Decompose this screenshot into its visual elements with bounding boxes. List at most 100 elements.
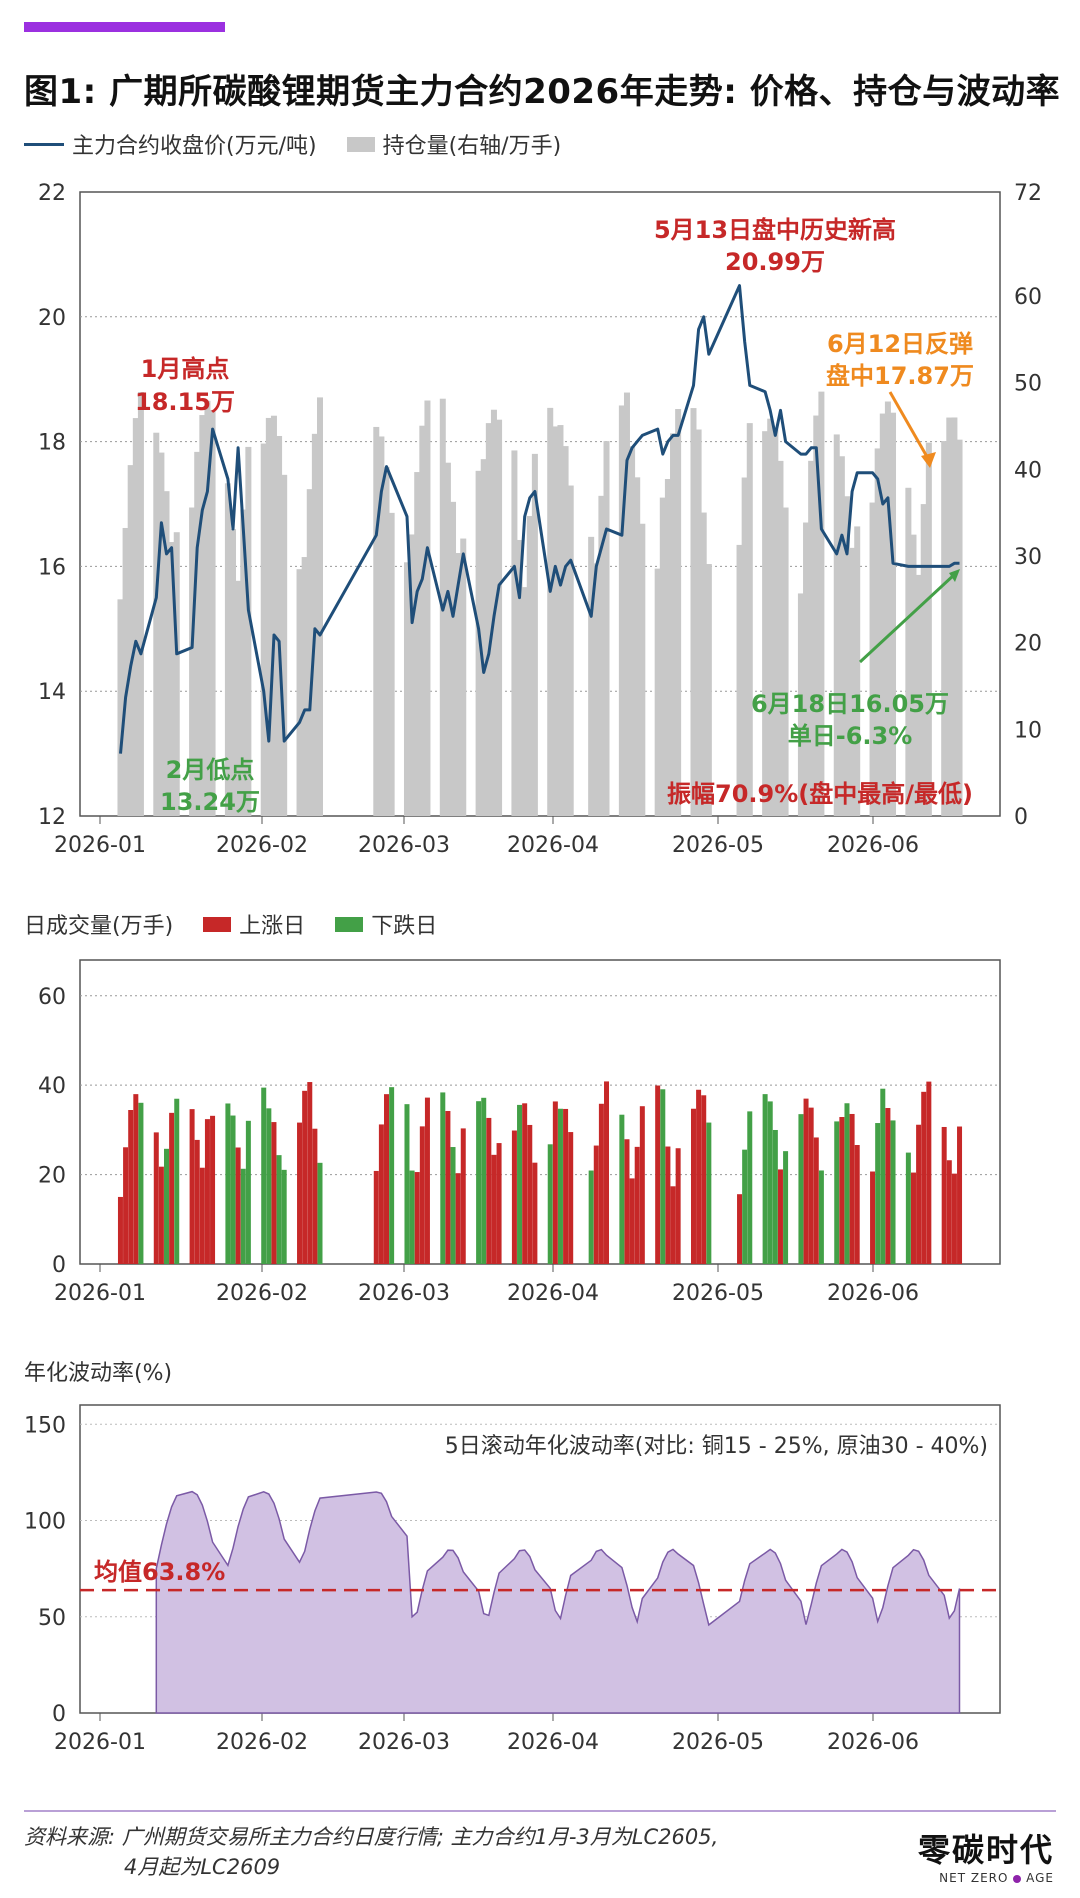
oi-bar bbox=[444, 462, 451, 816]
oi-bar bbox=[664, 479, 671, 816]
volume-legend: 日成交量(万手) 上涨日 下跌日 bbox=[24, 908, 467, 940]
volume-bar bbox=[783, 1151, 789, 1264]
brand-name: 零碳时代 bbox=[917, 1831, 1054, 1869]
oi-bar bbox=[623, 392, 630, 816]
volume-bar bbox=[302, 1090, 308, 1264]
oi-bar bbox=[496, 419, 503, 816]
y-tick-label: 14 bbox=[38, 680, 66, 705]
y-tick-label: 20 bbox=[38, 306, 66, 331]
oi-bar bbox=[455, 553, 462, 816]
oi-bar bbox=[833, 434, 840, 816]
footer-line-2: 4月起为LC2609 bbox=[124, 1855, 281, 1879]
oi-bar bbox=[905, 487, 912, 816]
volume-bar bbox=[517, 1104, 523, 1264]
oi-bar bbox=[746, 423, 753, 816]
x-tick-label: 2026-06 bbox=[827, 1281, 919, 1306]
price-legend: 主力合约收盘价(万元/吨) 持仓量(右轴/万手) bbox=[24, 128, 591, 160]
x-tick-label: 2026-06 bbox=[827, 1730, 919, 1755]
annotation-label: 1月高点 bbox=[141, 355, 230, 383]
oi-bar bbox=[460, 538, 467, 816]
volume-bar bbox=[552, 1101, 558, 1264]
x-tick-label: 2026-02 bbox=[216, 1730, 308, 1755]
oi-bar bbox=[803, 522, 810, 816]
volume-bar bbox=[706, 1122, 712, 1264]
volume-bar bbox=[854, 1145, 860, 1264]
volume-bar bbox=[189, 1109, 195, 1264]
y-tick-label: 22 bbox=[38, 181, 66, 206]
y-tick-label: 16 bbox=[38, 555, 66, 580]
y-tick-label: 60 bbox=[38, 985, 66, 1010]
volume-chart: 0 20 40 60 2026-01 2026-02 2026-03 2026-04 2026-… bbox=[38, 959, 1001, 1306]
oi-bar bbox=[311, 433, 318, 816]
volume-bar bbox=[926, 1081, 932, 1264]
oi-bar bbox=[741, 477, 748, 816]
volume-bar bbox=[604, 1081, 610, 1264]
volume-bar bbox=[373, 1170, 379, 1264]
oi-bar bbox=[838, 456, 845, 816]
legend-up-swatch bbox=[203, 916, 232, 932]
y-tick-label: 20 bbox=[38, 1164, 66, 1189]
oi-bar bbox=[450, 501, 457, 816]
page-title: 图1: 广期所碳酸锂期货主力合约2026年走势: 价格、持仓与波动率 bbox=[24, 72, 1061, 112]
volume-bar bbox=[818, 1170, 824, 1264]
volume-bar bbox=[378, 1124, 384, 1264]
annotation-label: 18.15万 bbox=[135, 388, 235, 416]
volume-bar bbox=[133, 1094, 139, 1264]
volume-bar bbox=[245, 1120, 251, 1264]
volume-bar bbox=[588, 1170, 594, 1264]
price-line bbox=[119, 284, 960, 754]
volume-bar bbox=[557, 1108, 563, 1264]
oi-bar bbox=[475, 470, 482, 816]
x-tick-label: 2026-04 bbox=[507, 1730, 599, 1755]
y-tick-label: 150 bbox=[24, 1413, 66, 1438]
oi-bar bbox=[173, 532, 180, 816]
y-tick-label: 12 bbox=[38, 805, 66, 830]
volume-bar bbox=[639, 1106, 645, 1264]
legend-line-swatch bbox=[24, 142, 64, 146]
oi-bar bbox=[230, 529, 237, 816]
oi-bar bbox=[158, 452, 165, 816]
oi-bar bbox=[782, 507, 789, 816]
oi-bar bbox=[634, 477, 641, 816]
volatility-chart: 0 50 100 150 2026-01 2026-02 2026-03 2026-04 202… bbox=[24, 1404, 1001, 1755]
oi-bar bbox=[168, 542, 175, 816]
volume-bar bbox=[476, 1101, 482, 1264]
volume-bar bbox=[762, 1094, 768, 1264]
volume-bar bbox=[742, 1149, 748, 1264]
oi-bar bbox=[409, 534, 416, 816]
oi-bar bbox=[552, 426, 559, 816]
oi-bar bbox=[639, 523, 646, 816]
mean-label: 均值63.8% bbox=[94, 1558, 225, 1586]
volume-bar bbox=[261, 1087, 267, 1264]
legend-down-swatch bbox=[335, 916, 364, 932]
oi-bar bbox=[419, 425, 426, 816]
oi-bar bbox=[588, 536, 595, 816]
volume-bar bbox=[153, 1132, 159, 1264]
volume-bar bbox=[696, 1089, 702, 1264]
volume-bar bbox=[486, 1117, 492, 1264]
volume-bar bbox=[404, 1104, 410, 1264]
y2-tick-label: 30 bbox=[1014, 545, 1042, 570]
volume-bar bbox=[450, 1147, 456, 1264]
x-tick-label: 2026-04 bbox=[507, 1281, 599, 1306]
oi-bar bbox=[199, 415, 206, 816]
volume-bar bbox=[194, 1139, 200, 1264]
oi-bar bbox=[562, 446, 569, 816]
y2-tick-label: 72 bbox=[1014, 181, 1042, 206]
legend-item-down: 下跌日 bbox=[335, 908, 437, 940]
volume-bar bbox=[593, 1145, 599, 1264]
volume-bar bbox=[204, 1119, 210, 1264]
oi-bar bbox=[317, 397, 323, 816]
volume-bar bbox=[916, 1124, 922, 1264]
oi-bar bbox=[695, 429, 702, 816]
volume-bar bbox=[414, 1172, 420, 1264]
volume-bar bbox=[665, 1146, 671, 1264]
volume-bar bbox=[307, 1082, 313, 1264]
oi-bar bbox=[511, 450, 518, 816]
volume-bar bbox=[460, 1128, 466, 1264]
oi-bar bbox=[260, 443, 267, 816]
volume-bar bbox=[240, 1168, 246, 1264]
oi-bar bbox=[593, 563, 600, 816]
oi-bar bbox=[383, 466, 390, 816]
oi-bar bbox=[767, 418, 774, 816]
